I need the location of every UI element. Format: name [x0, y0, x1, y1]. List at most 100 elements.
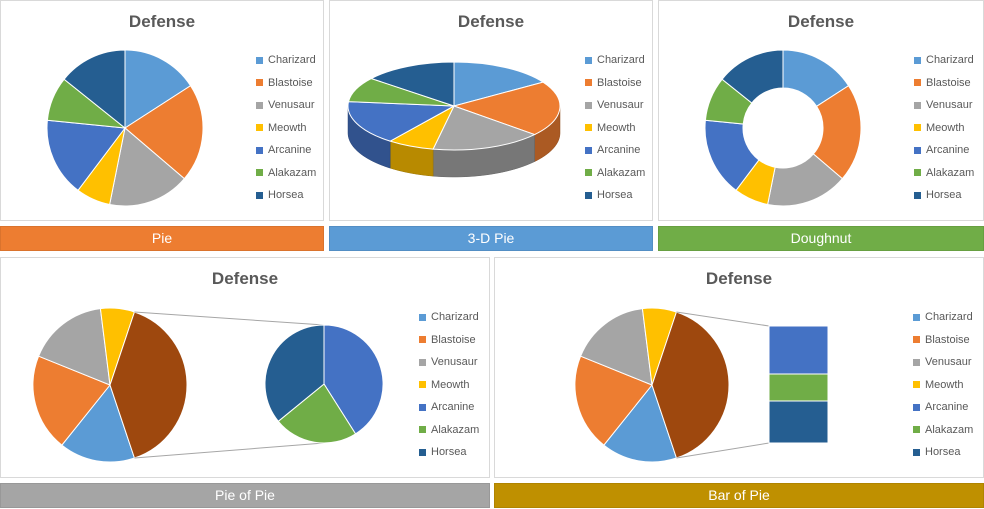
connector-line-top	[134, 311, 325, 326]
legend-label: Blastoise	[268, 76, 313, 89]
label-band-doughnut: Doughnut	[658, 226, 984, 251]
legend-item-meowth: Meowth	[585, 117, 645, 140]
legend-label: Blastoise	[925, 333, 970, 346]
pie3d-slice-blastoise	[452, 81, 561, 136]
legend-label: Venusaur	[431, 356, 478, 369]
chart-legend: Charizard Blastoise Venusaur Meowth Arcanine…	[914, 49, 974, 207]
legend-label: Meowth	[926, 121, 965, 134]
legend-swatch	[256, 124, 263, 132]
label-band-pie3d: 3-D Pie	[329, 226, 653, 251]
chart-title: Defense	[787, 12, 855, 31]
pie-of-pie-slice-other	[109, 311, 188, 459]
legend-label: Blastoise	[597, 76, 642, 89]
legend-item-venusaur: Venusaur	[419, 351, 479, 374]
bar-of-pie-segment-arcanine	[768, 325, 829, 375]
legend-item-alakazam: Alakazam	[913, 419, 973, 442]
legend-label: Charizard	[926, 54, 974, 67]
legend-swatch	[585, 79, 592, 87]
connector-line-top	[676, 311, 770, 327]
legend-swatch	[585, 101, 592, 109]
legend-label: Venusaur	[268, 99, 315, 112]
pie-of-pie-chart-svg	[32, 307, 384, 463]
legend-label: Blastoise	[926, 76, 971, 89]
legend-label: Venusaur	[597, 99, 644, 112]
legend-label: Alakazam	[597, 166, 646, 179]
pie3d-slice-charizard	[453, 61, 545, 107]
legend-item-horsea: Horsea	[419, 441, 479, 464]
legend-swatch	[419, 381, 426, 389]
legend-item-charizard: Charizard	[419, 306, 479, 329]
legend-label: Meowth	[925, 378, 964, 391]
chart-legend: Charizard Blastoise Venusaur Meowth Arcanine…	[585, 49, 645, 207]
pie3d-slice-venusaur	[432, 105, 536, 151]
bar-of-pie-slice-venusaur	[579, 308, 653, 386]
legend-swatch	[913, 313, 920, 321]
legend-item-arcanine: Arcanine	[585, 139, 645, 162]
legend-item-charizard: Charizard	[913, 306, 973, 329]
legend-swatch	[914, 79, 921, 87]
legend-label: Arcanine	[268, 144, 312, 157]
legend-swatch	[419, 448, 426, 456]
legend-item-meowth: Meowth	[419, 374, 479, 397]
legend-swatch	[585, 169, 592, 177]
legend-item-charizard: Charizard	[585, 49, 645, 72]
legend-item-blastoise: Blastoise	[914, 72, 974, 95]
legend-swatch	[419, 336, 426, 344]
legend-item-horsea: Horsea	[914, 184, 974, 207]
legend-label: Venusaur	[926, 99, 973, 112]
chart-legend: Charizard Blastoise Venusaur Meowth Arcanine…	[913, 306, 973, 464]
legend-swatch	[913, 426, 920, 434]
legend-label: Venusaur	[925, 356, 972, 369]
legend-label: Meowth	[431, 378, 470, 391]
doughnut-segment-horsea	[721, 49, 784, 104]
legend-swatch	[585, 56, 592, 64]
legend-item-arcanine: Arcanine	[256, 139, 316, 162]
legend-swatch	[256, 79, 263, 87]
legend-label: Horsea	[597, 189, 633, 202]
bar-of-pie-slice-other	[651, 311, 730, 459]
legend-swatch	[913, 448, 920, 456]
legend-swatch	[913, 403, 920, 411]
chart-legend: Charizard Blastoise Venusaur Meowth Arcanine…	[419, 306, 479, 464]
legend-label: Horsea	[925, 446, 961, 459]
legend-label: Charizard	[431, 311, 479, 324]
legend-item-horsea: Horsea	[256, 184, 316, 207]
pie-of-pie-slice-venusaur	[37, 308, 111, 386]
doughnut-chart-panel: Defense Charizard Blastoise Venusaur Meowth…	[658, 0, 984, 221]
legend-label: Arcanine	[597, 144, 641, 157]
legend-item-venusaur: Venusaur	[585, 94, 645, 117]
legend-swatch	[256, 101, 263, 109]
legend-label: Horsea	[926, 189, 962, 202]
label-band-pie: Pie	[0, 226, 324, 251]
legend-item-venusaur: Venusaur	[913, 351, 973, 374]
legend-item-arcanine: Arcanine	[913, 396, 973, 419]
legend-swatch	[419, 426, 426, 434]
legend-label: Alakazam	[925, 423, 974, 436]
bar-of-pie-segment-horsea	[768, 400, 829, 444]
legend-item-blastoise: Blastoise	[256, 72, 316, 95]
legend-swatch	[914, 56, 921, 64]
pie-slice-venusaur	[109, 127, 186, 207]
legend-swatch	[913, 336, 920, 344]
pie3d-chart-svg	[347, 61, 561, 178]
pie-slice-arcanine	[46, 119, 126, 191]
legend-label: Meowth	[268, 121, 307, 134]
pie3d-slice-arcanine	[347, 101, 456, 142]
legend-label: Charizard	[268, 54, 316, 67]
bar-of-pie-chart-panel: Defense Charizard Blastoise Venusaur Meowth…	[494, 257, 984, 478]
legend-item-venusaur: Venusaur	[914, 94, 974, 117]
legend-item-blastoise: Blastoise	[913, 329, 973, 352]
pie-chart-panel: Defense Charizard Blastoise Venusaur Meowth…	[0, 0, 324, 221]
legend-label: Charizard	[925, 311, 973, 324]
bar-of-pie-segment-alakazam	[768, 373, 829, 402]
legend-swatch	[585, 124, 592, 132]
legend-label: Arcanine	[431, 401, 475, 414]
legend-swatch	[256, 146, 263, 154]
legend-item-charizard: Charizard	[914, 49, 974, 72]
legend-swatch	[914, 101, 921, 109]
pie-slice-charizard	[124, 49, 192, 129]
bar-of-pie-chart-svg	[574, 307, 829, 463]
pie-of-pie-secondary-slice-alakazam	[277, 383, 357, 444]
legend-item-blastoise: Blastoise	[585, 72, 645, 95]
legend-label: Horsea	[268, 189, 304, 202]
